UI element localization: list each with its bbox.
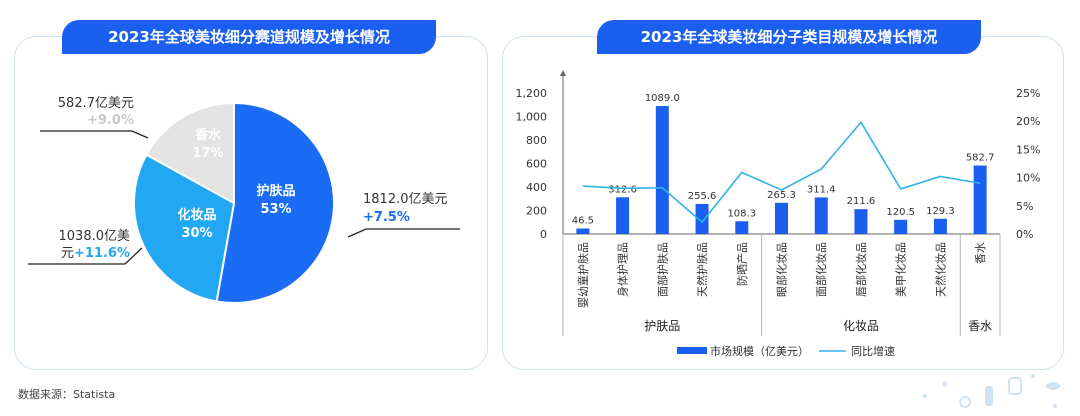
lips-icon — [1045, 382, 1061, 390]
data-source: 数据来源：Statista — [18, 388, 116, 401]
dot-icon — [1053, 404, 1057, 408]
mirror-icon — [959, 396, 971, 408]
bar-chart-title: 2023年全球美妆细分子类目规模及增长情况 — [597, 20, 981, 54]
lipstick-icon — [985, 386, 993, 406]
dot-icon — [942, 381, 948, 387]
pie-chart-title: 2023年全球美妆细分赛道规模及增长情况 — [62, 20, 436, 54]
bottle-icon — [1008, 377, 1022, 395]
bar-chart-panel — [502, 36, 1064, 370]
pie-chart-panel — [14, 36, 488, 370]
decorative-cosmetics-icons — [923, 374, 1061, 408]
dot-icon — [923, 394, 927, 398]
dot-icon — [1031, 374, 1035, 378]
